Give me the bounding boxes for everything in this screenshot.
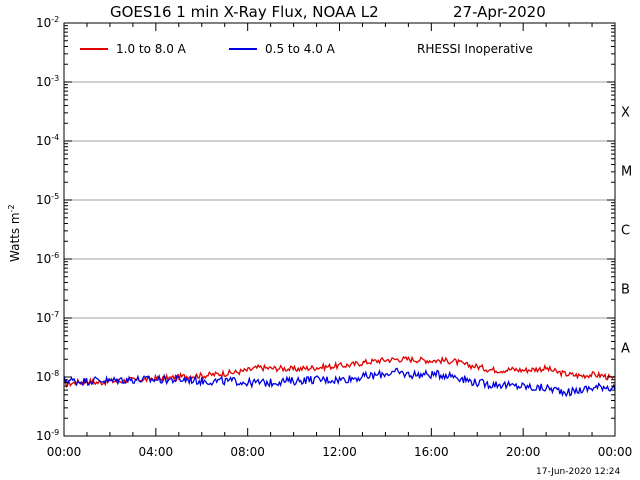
- flare-class-c: C: [621, 224, 630, 239]
- x-tick-label: 04:00: [139, 445, 174, 459]
- y-axis-ticks: 10-2 10-3 10-4 10-5 10-6 10-7 10-8 10-9: [36, 15, 615, 443]
- y-tick-label: 10-4: [36, 133, 59, 148]
- x-tick-label: 12:00: [322, 445, 357, 459]
- flare-class-a: A: [621, 342, 630, 357]
- y-tick-label: 10-5: [36, 192, 59, 207]
- legend-label-long: 1.0 to 8.0 A: [116, 42, 187, 56]
- series-line-1: [63, 367, 616, 398]
- gridlines: [64, 81, 615, 319]
- flare-class-m: M: [621, 165, 632, 180]
- x-axis-ticks: 00:00 04:00 08:00 12:00 16:00 20:00 00:00: [47, 23, 633, 459]
- y-tick-label: 10-6: [36, 251, 59, 266]
- x-tick-label: 00:00: [598, 445, 633, 459]
- y-tick-label: 10-2: [36, 15, 59, 30]
- legend: 1.0 to 8.0 A 0.5 to 4.0 A RHESSI Inopera…: [80, 42, 533, 56]
- y-tick-label: 10-7: [36, 310, 59, 325]
- x-tick-label: 16:00: [414, 445, 449, 459]
- generation-timestamp: 17-Jun-2020 12:24: [536, 467, 620, 477]
- chart-date: 27-Apr-2020: [453, 3, 546, 21]
- flare-class-b: B: [621, 283, 630, 298]
- flare-class-x: X: [621, 106, 630, 121]
- y-tick-label: 10-9: [36, 428, 59, 443]
- series-lines: [63, 355, 616, 398]
- x-tick-label: 08:00: [230, 445, 265, 459]
- chart-title: GOES16 1 min X-Ray Flux, NOAA L2: [110, 3, 379, 21]
- plot-frame: [63, 22, 616, 437]
- flare-class-labels: X M C B A: [621, 106, 632, 357]
- y-tick-label: 10-3: [36, 74, 59, 89]
- rhessi-annotation: RHESSI Inoperative: [417, 42, 533, 56]
- series-line-0: [63, 355, 616, 389]
- legend-label-short: 0.5 to 4.0 A: [265, 42, 336, 56]
- y-axis-label: Watts m-2: [7, 204, 22, 262]
- x-tick-label: 00:00: [47, 445, 82, 459]
- y-axis-label-exponent: -2: [7, 204, 16, 212]
- x-tick-label: 20:00: [506, 445, 541, 459]
- y-tick-label: 10-8: [36, 369, 59, 384]
- y-axis-label-text: Watts m: [8, 212, 22, 262]
